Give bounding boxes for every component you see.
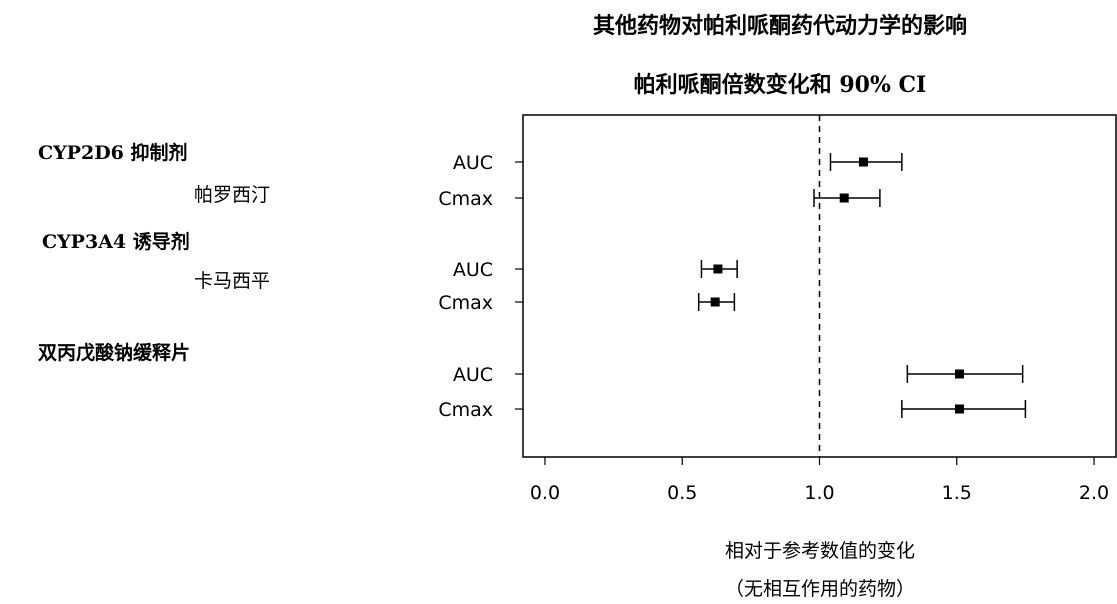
x-tick-label: 2.0 <box>1079 482 1109 504</box>
y-tick-label: AUC <box>453 152 493 174</box>
point-estimate <box>955 404 965 414</box>
x-tick-label: 1.0 <box>804 482 834 504</box>
x-tick-label: 1.5 <box>942 482 972 504</box>
x-tick-label: 0.0 <box>530 482 560 504</box>
y-tick-label: Cmax <box>438 399 493 421</box>
group-label-cyp3a4: CYP3A4 诱导剂 <box>42 231 190 253</box>
drug-label-paroxetine: 帕罗西汀 <box>194 184 271 206</box>
x-axis-label: 相对于参考数值的变化 <box>724 540 915 562</box>
y-tick-label: Cmax <box>438 292 493 314</box>
x-axis-label-note: （无相互作用的药物） <box>724 578 915 600</box>
point-estimate <box>858 157 868 167</box>
group-label-cyp2d6: CYP2D6 抑制剂 <box>38 142 188 164</box>
point-estimate <box>955 369 965 379</box>
point-estimate <box>713 264 723 274</box>
drug-label-carbamazepine: 卡马西平 <box>194 270 271 292</box>
x-tick-label: 0.5 <box>667 482 697 504</box>
chart-subtitle: 帕利哌酮倍数变化和 90% CI <box>633 72 927 98</box>
point-estimate <box>839 193 849 203</box>
chart-title: 其他药物对帕利哌酮药代动力学的影响 <box>592 13 967 39</box>
y-tick-label: AUC <box>453 259 493 281</box>
point-estimate <box>710 297 720 307</box>
group-label-divalproex: 双丙戊酸钠缓释片 <box>38 342 191 364</box>
y-tick-label: Cmax <box>438 188 493 210</box>
y-tick-label: AUC <box>453 364 493 386</box>
